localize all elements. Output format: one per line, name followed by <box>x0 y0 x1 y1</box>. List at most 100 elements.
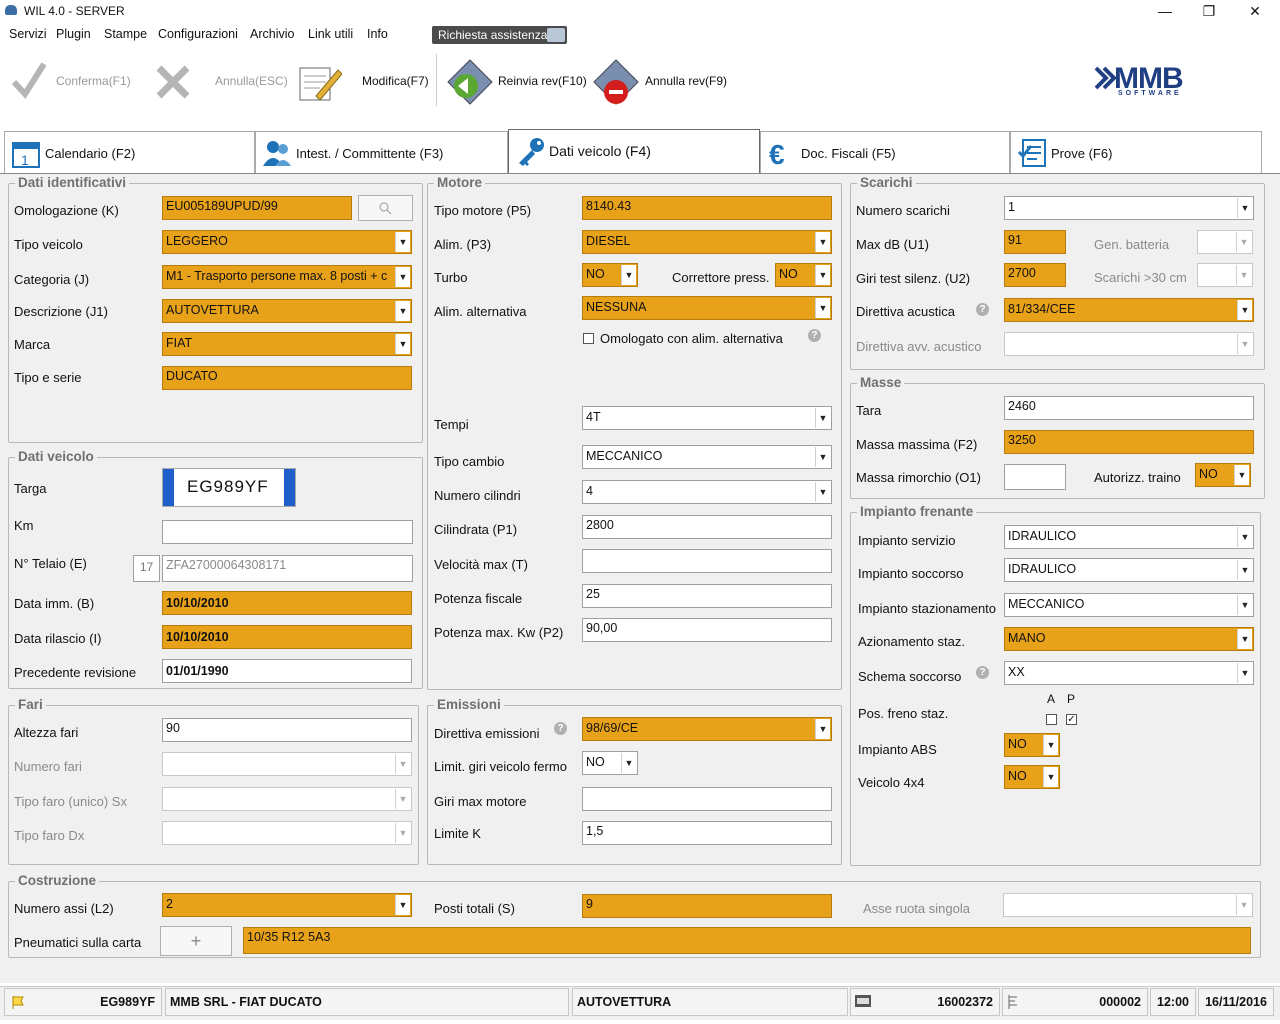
menu-info[interactable]: Info <box>367 27 388 41</box>
marca-select[interactable]: FIAT ▼ <box>162 332 412 356</box>
menu-archivio[interactable]: Archivio <box>250 27 295 41</box>
tara-field[interactable]: 2460 <box>1004 396 1254 420</box>
group-impianto-frenante: Impianto frenante <box>850 504 1261 866</box>
cilindri-select[interactable]: 4 ▼ <box>582 480 832 504</box>
menu-plugin[interactable]: Plugin <box>56 27 91 41</box>
omologazione-field[interactable]: EU005189UPUD/99 <box>162 196 352 220</box>
omol-alt-checkbox[interactable] <box>583 333 594 344</box>
abs-select[interactable]: NO ▼ <box>1004 733 1060 757</box>
menu-servizi[interactable]: Servizi <box>9 27 47 41</box>
posti-totali-field[interactable]: 9 <box>582 894 832 918</box>
restore-button[interactable]: ❐ <box>1202 3 1216 19</box>
asse-ruota-select[interactable]: ▼ <box>1003 893 1253 917</box>
turbo-value: NO <box>586 267 605 281</box>
dir-emissioni-select[interactable]: 98/69/CE ▼ <box>582 717 832 741</box>
velocita-field[interactable] <box>582 549 832 573</box>
azionamento-select[interactable]: MANO ▼ <box>1004 627 1254 651</box>
data-ril-field[interactable]: 10/10/2010 <box>162 625 412 649</box>
impianto-servizio-value: IDRAULICO <box>1008 529 1077 543</box>
cambio-value: MECCANICO <box>586 449 663 463</box>
pot-max-field[interactable]: 90,00 <box>582 618 832 642</box>
prec-rev-label: Precedente revisione <box>14 665 137 680</box>
cilindrata-field[interactable]: 2800 <box>582 515 832 539</box>
numero-assi-select[interactable]: 2 ▼ <box>162 893 412 917</box>
tipo-serie-field[interactable]: DUCATO <box>162 366 412 390</box>
tab-prove[interactable]: Prove (F6) <box>1010 131 1262 173</box>
massa-massima-field[interactable]: 3250 <box>1004 430 1254 454</box>
resend-revision-button[interactable]: Reinvia rev(F10) <box>444 56 587 106</box>
descrizione-select[interactable]: AUTOVETTURA ▼ <box>162 299 412 323</box>
people-icon <box>263 141 291 166</box>
tab-dati-veicolo[interactable]: Dati veicolo (F4) <box>508 129 760 173</box>
impianto-soccorso-select[interactable]: IDRAULICO ▼ <box>1004 558 1254 582</box>
tab-doc-fiscali[interactable]: € Doc. Fiscali (F5) <box>760 131 1010 173</box>
limite-k-field[interactable]: 1,5 <box>582 821 832 845</box>
correttore-select[interactable]: NO ▼ <box>775 263 832 287</box>
minimize-button[interactable]: — <box>1158 3 1172 19</box>
pos-p-checkbox[interactable]: ✓ <box>1066 714 1077 725</box>
massa-rimorchio-field[interactable] <box>1004 464 1066 490</box>
categoria-select[interactable]: M1 - Trasporto persone max. 8 posti + c ▼ <box>162 265 412 289</box>
impianto-servizio-select[interactable]: IDRAULICO ▼ <box>1004 525 1254 549</box>
alim-label: Alim. (P3) <box>434 237 492 252</box>
giri-max-label: Giri max motore <box>434 794 527 809</box>
cancel-button[interactable]: Annulla(ESC) <box>153 56 288 106</box>
data-imm-field[interactable]: 10/10/2010 <box>162 591 412 615</box>
dir-avv-select[interactable]: ▼ <box>1004 332 1254 356</box>
traino-value: NO <box>1199 467 1218 481</box>
km-field[interactable] <box>162 520 413 544</box>
limit-select[interactable]: NO ▼ <box>582 751 638 775</box>
tab-calendario[interactable]: 1 Calendario (F2) <box>4 131 255 173</box>
assist-request-button[interactable]: Richiesta assistenza <box>432 26 567 44</box>
confirm-button[interactable]: Conferma(F1) <box>8 56 133 106</box>
altezza-fari-field[interactable]: 90 <box>162 718 412 742</box>
prec-rev-field[interactable]: 01/01/1990 <box>162 659 412 683</box>
pos-a-checkbox[interactable] <box>1046 714 1057 725</box>
menu-link-utili[interactable]: Link utili <box>308 27 354 41</box>
gen-batteria-select[interactable]: ▼ <box>1197 230 1253 254</box>
cambio-select[interactable]: MECCANICO ▼ <box>582 445 832 469</box>
telaio-field[interactable]: ZFA27000064308171 <box>162 555 413 582</box>
numero-scarichi-value: 1 <box>1008 200 1015 214</box>
scarichi-30-select[interactable]: ▼ <box>1197 263 1253 287</box>
dir-acustica-select[interactable]: 81/334/CEE ▼ <box>1004 298 1254 322</box>
limite-k-label: Limite K <box>434 826 481 841</box>
giri-silenz-field[interactable]: 2700 <box>1004 263 1066 287</box>
tipo-faro-dx-select[interactable]: ▼ <box>162 821 412 845</box>
tipo-veicolo-select[interactable]: LEGGERO ▼ <box>162 230 412 254</box>
numero-scarichi-select[interactable]: 1 ▼ <box>1004 196 1254 220</box>
modify-button[interactable]: Modifica(F7) <box>296 56 432 106</box>
traino-select[interactable]: NO ▼ <box>1195 463 1251 487</box>
search-omologazione-button[interactable] <box>358 195 413 221</box>
giri-max-field[interactable] <box>582 787 832 811</box>
tab-intestatario[interactable]: Intest. / Committente (F3) <box>255 131 508 173</box>
close-button[interactable]: ✕ <box>1249 3 1261 19</box>
alim-alt-select[interactable]: NESSUNA ▼ <box>582 296 832 320</box>
pneumatici-field[interactable]: 10/35 R12 5A3 <box>243 927 1251 954</box>
veicolo-4x4-select[interactable]: NO ▼ <box>1004 765 1060 789</box>
maxdb-field[interactable]: 91 <box>1004 230 1066 254</box>
help-icon[interactable]: ? <box>976 303 989 316</box>
chevron-down-icon: ▼ <box>815 719 830 739</box>
numero-fari-select[interactable]: ▼ <box>162 752 412 776</box>
help-icon[interactable]: ? <box>976 666 989 679</box>
add-pneumatico-button[interactable]: + <box>160 926 232 956</box>
scarichi-30-label: Scarichi >30 cm <box>1094 270 1187 285</box>
menu-configurazioni[interactable]: Configurazioni <box>158 27 238 41</box>
tempi-label: Tempi <box>434 417 469 432</box>
help-icon[interactable]: ? <box>808 329 821 342</box>
help-icon[interactable]: ? <box>554 722 567 735</box>
menu-stampe[interactable]: Stampe <box>104 27 148 41</box>
turbo-select[interactable]: NO ▼ <box>582 263 638 287</box>
tempi-select[interactable]: 4T ▼ <box>582 406 832 430</box>
cilindri-label: Numero cilindri <box>434 488 521 503</box>
tipo-faro-sx-select[interactable]: ▼ <box>162 787 412 811</box>
pot-fisc-field[interactable]: 25 <box>582 584 832 608</box>
chevron-down-icon: ▼ <box>1236 895 1251 915</box>
tipo-motore-field[interactable]: 8140.43 <box>582 196 832 220</box>
schema-soccorso-select[interactable]: XX ▼ <box>1004 661 1254 685</box>
group-costruzione: Costruzione <box>8 873 1261 958</box>
alim-select[interactable]: DIESEL ▼ <box>582 230 832 254</box>
annul-revision-button[interactable]: Annulla rev(F9) <box>590 56 730 106</box>
impianto-staz-select[interactable]: MECCANICO ▼ <box>1004 593 1254 617</box>
